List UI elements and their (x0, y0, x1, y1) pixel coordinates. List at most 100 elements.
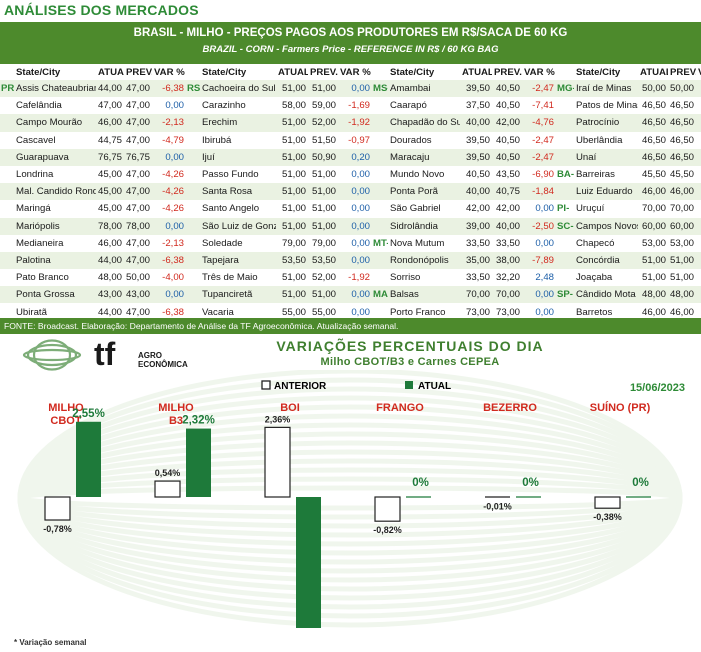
city-name: Amambai (388, 80, 460, 98)
state-code (372, 251, 388, 270)
city-name: Iraí de Minas (574, 80, 638, 98)
price-atual: 51,00 (281, 169, 306, 181)
price-prev: 46,00 (668, 183, 696, 201)
header-prev: PREV. (126, 66, 152, 78)
category-label: B3 (169, 415, 183, 427)
table-row: Londrina 45,00 47,00 -4,26 Passo Fundo 51,00 5… (0, 166, 701, 183)
price-var: 0,00 (696, 166, 701, 183)
price-prev: 51,00 (311, 169, 336, 181)
state-code (186, 148, 200, 166)
price-prev: 47,00 (126, 237, 151, 249)
banner-title: BRASIL - MILHO - PREÇOS PAGOS AOS PRODUT… (133, 27, 568, 39)
city-name: Campo Mourão (14, 114, 96, 132)
state-code (372, 132, 388, 149)
city-name: Passo Fundo (202, 169, 259, 181)
price-var: -4,76 (522, 114, 556, 132)
price-var: -6,38 (152, 80, 186, 98)
variation-chart: ANTERIOR ATUAL 15/06/2023MILHOCBOT-0,78%2,… (17, 370, 685, 628)
bar-anterior (264, 426, 291, 498)
price-prev: 51,00 (308, 217, 338, 235)
city-name: Tapejara (200, 251, 276, 270)
price-var: -2,47 (522, 80, 556, 98)
city-name: Erechim (200, 114, 276, 132)
price-atual: 37,50 (465, 100, 490, 112)
city-name: Caarapó (390, 100, 427, 112)
price-var: -6,38 (162, 306, 184, 318)
state-code (0, 217, 14, 235)
price-var: -2,47 (522, 148, 556, 166)
price-prev: 43,50 (495, 169, 520, 181)
price-var: -1,84 (522, 183, 556, 201)
city-name: Dourados (390, 134, 432, 146)
city-name: Unaí (574, 148, 638, 166)
price-prev: 45,50 (670, 169, 695, 181)
table-row: Mal. Candido Rondo 45,00 47,00 -4,26 Santa R… (0, 183, 701, 201)
price-prev: 46,00 (670, 306, 695, 318)
source-note: FONTE: Broadcast. Elaboração: Departamen… (0, 318, 701, 334)
state-code (0, 200, 14, 217)
price-atual: 45,00 (96, 183, 124, 201)
header-atual: ATUAL (640, 66, 668, 78)
data-label: 0% (632, 477, 649, 489)
price-atual: 44,00 (96, 251, 124, 270)
price-var: 0,00 (696, 148, 701, 166)
city-name: Sidrolândia (388, 217, 460, 235)
price-atual: 53,50 (276, 251, 308, 270)
price-var: -1,92 (348, 272, 370, 284)
price-var: 0,00 (522, 286, 556, 304)
footnote: * Variação semanal (14, 638, 87, 647)
price-atual: 60,00 (638, 217, 668, 235)
price-prev: 40,50 (492, 80, 522, 98)
price-atual: 51,00 (281, 203, 306, 215)
city-name: Chapadão do Sul (388, 114, 460, 132)
background-stripes (17, 370, 683, 628)
price-atual: 40,00 (460, 183, 492, 201)
city-name: Nova Mutum (390, 237, 445, 249)
state-code: MA- (372, 286, 388, 304)
banner-subtitle: BRAZIL - CORN - Farmers Price - REFERENC… (202, 44, 499, 55)
header-uf (186, 64, 200, 80)
city-name: Ijuí (200, 148, 276, 166)
logo-line2: ECONÔMICA (138, 360, 188, 369)
state-code (372, 183, 388, 201)
price-prev: 38,00 (492, 251, 522, 270)
state-code (186, 200, 200, 217)
city-name: Cândido Mota (574, 286, 638, 304)
table-row: Cascavel 44,75 47,00 -4,79 Ibirubá 51,00 51,50… (0, 132, 701, 149)
data-label: 0% (412, 477, 429, 489)
price-prev: 42,00 (495, 203, 520, 215)
data-label: 2,32% (182, 415, 215, 427)
price-atual: 39,50 (465, 134, 490, 146)
state-code (556, 251, 574, 270)
table-banner: BRASIL - MILHO - PREÇOS PAGOS AOS PRODUT… (0, 22, 701, 64)
city-name: Concórdia (574, 251, 638, 270)
price-atual: 40,50 (465, 169, 490, 181)
state-code (186, 217, 200, 235)
price-atual: 55,00 (281, 306, 306, 318)
state-code (0, 148, 14, 166)
city-name: Três de Maio (202, 272, 258, 284)
state-code (556, 132, 574, 149)
table-row: Pato Branco 48,00 50,00 -4,00 Três de Maio 51… (0, 269, 701, 286)
price-var: 0,20 (338, 148, 372, 166)
chart-title: VARIAÇÕES PERCENTUAIS DO DIA (276, 338, 544, 354)
price-var: 0,00 (152, 148, 186, 166)
price-atual: 51,00 (276, 148, 308, 166)
price-var: 0,00 (338, 80, 372, 98)
price-prev: 40,75 (492, 183, 522, 201)
price-prev: 40,50 (495, 134, 520, 146)
price-atual: 47,00 (98, 100, 123, 112)
state-code (556, 97, 574, 114)
price-prev: 52,00 (311, 272, 336, 284)
category-label: BOI (280, 402, 300, 414)
price-var: 0,00 (535, 237, 554, 249)
price-atual: 44,75 (98, 134, 123, 146)
state-code (186, 114, 200, 132)
price-atual: 46,00 (638, 183, 668, 201)
price-var: 2,48 (535, 272, 554, 284)
price-prev: 40,00 (492, 217, 522, 235)
header-city: State/City (202, 66, 247, 78)
price-atual: 44,00 (96, 80, 124, 98)
price-prev: 46,50 (668, 148, 696, 166)
